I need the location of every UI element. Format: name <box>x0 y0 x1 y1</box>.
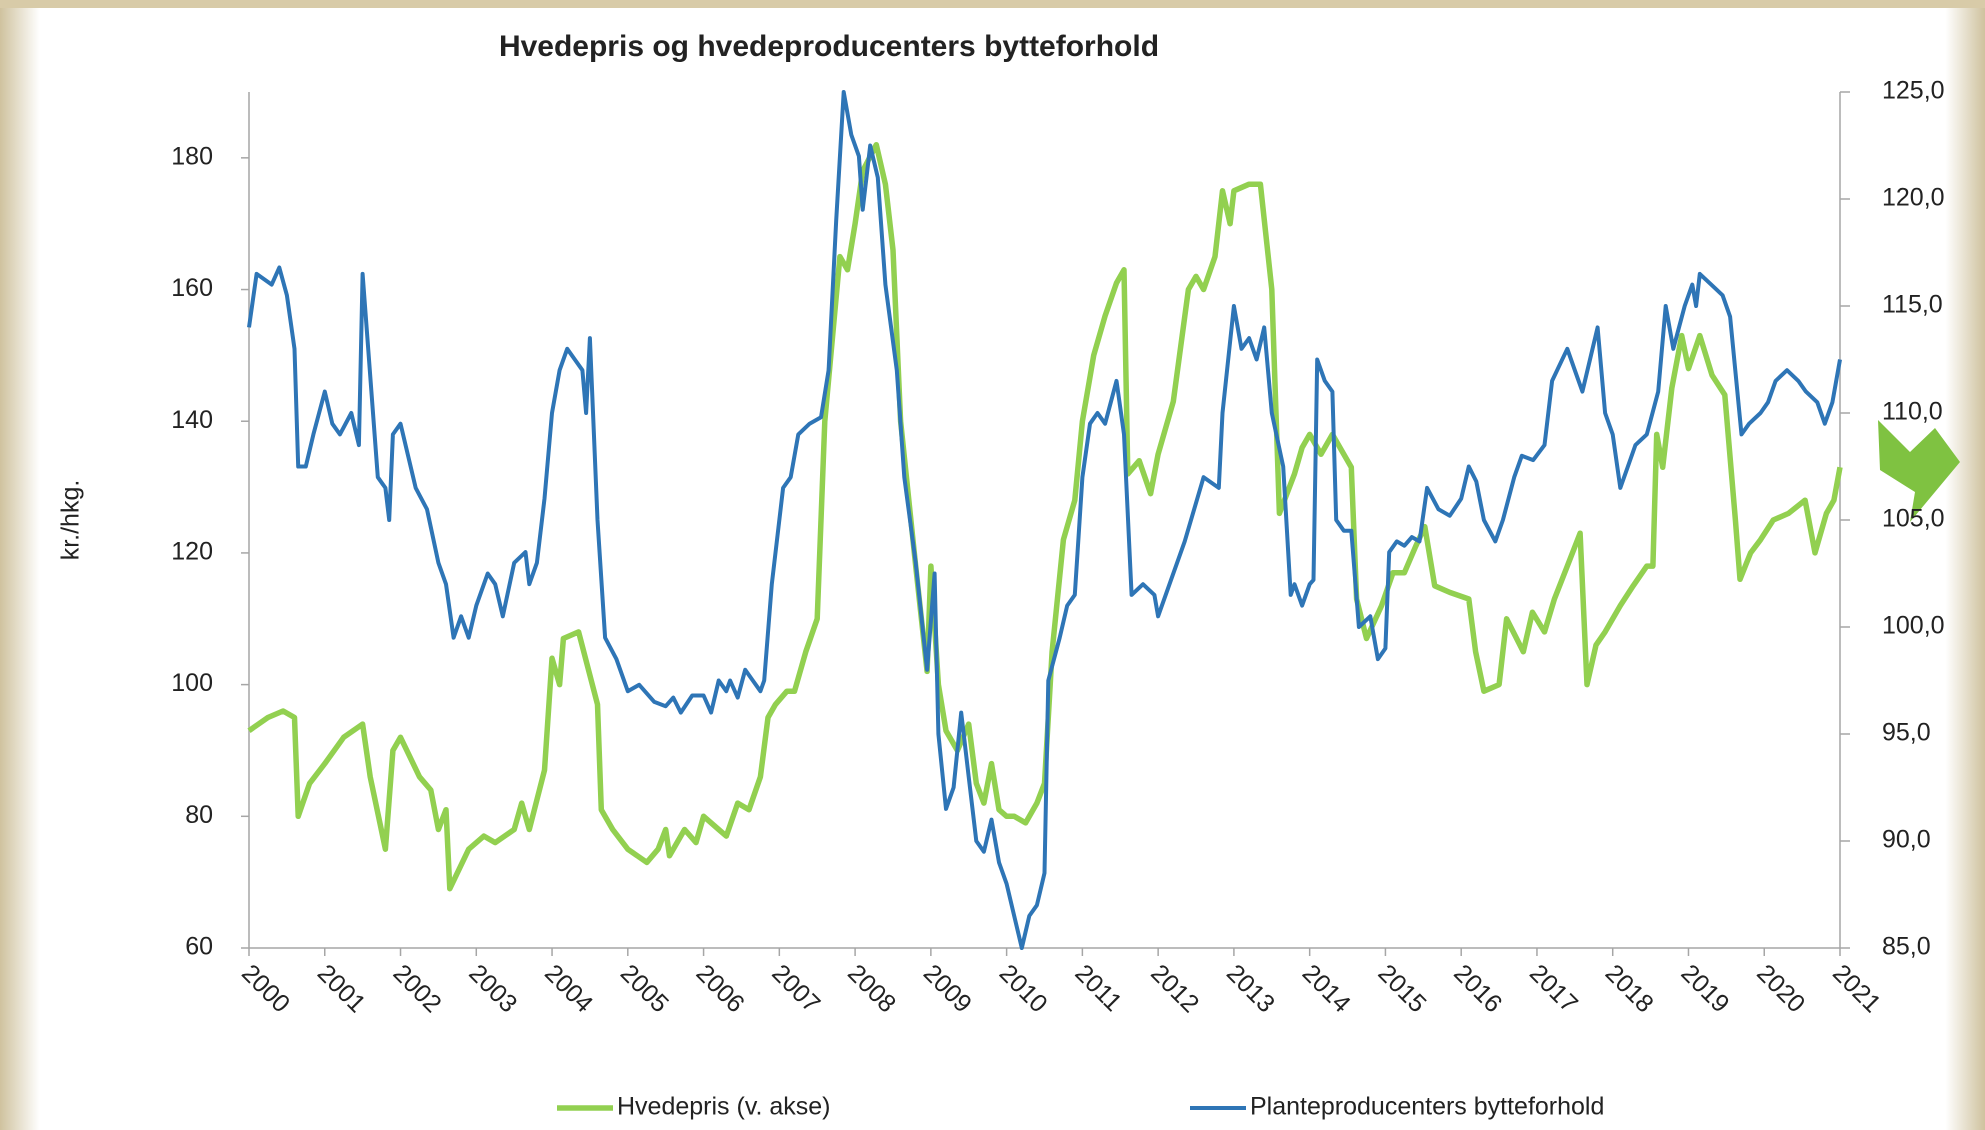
y2-tick-label: 85,0 <box>1882 933 1931 961</box>
series-line <box>247 141 1843 892</box>
y-tick-label: 80 <box>185 801 213 829</box>
legend-label: Planteproducenters bytteforhold <box>1250 1093 1604 1121</box>
y2-tick-label: 90,0 <box>1882 826 1931 854</box>
top-border <box>0 0 1985 8</box>
y-tick-label: 140 <box>171 406 213 434</box>
chart-title: Hvedepris og hvedeproducenters bytteforh… <box>499 30 1159 63</box>
y-tick-label: 180 <box>171 142 213 170</box>
y2-tick-label: 110,0 <box>1882 398 1943 426</box>
y2-tick-label: 115,0 <box>1882 291 1943 319</box>
y-tick-label: 120 <box>171 538 213 566</box>
y2-tick-label: 125,0 <box>1882 77 1945 105</box>
y2-tick-label: 95,0 <box>1882 719 1931 747</box>
y-tick-label: 100 <box>171 669 213 697</box>
y-tick-label: 60 <box>185 933 213 961</box>
y2-tick-label: 120,0 <box>1882 184 1945 212</box>
y-axis-label: kr./hkg. <box>57 480 85 561</box>
legend-label: Hvedepris (v. akse) <box>617 1093 831 1121</box>
series-line <box>247 90 1842 950</box>
arrow-decoration <box>1878 420 1960 522</box>
y-tick-label: 160 <box>171 274 213 302</box>
y2-tick-label: 105,0 <box>1882 505 1945 533</box>
y2-tick-label: 100,0 <box>1882 612 1945 640</box>
